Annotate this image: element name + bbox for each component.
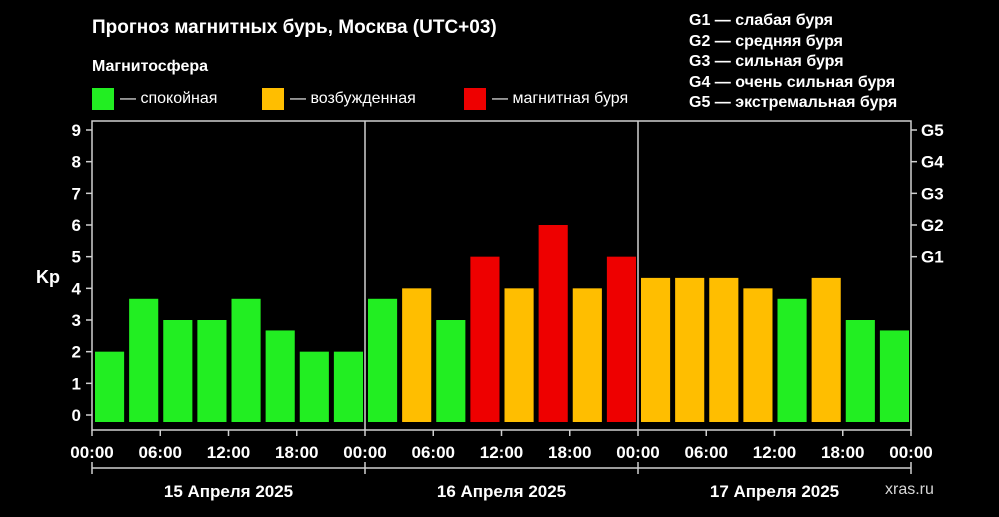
kp-bar xyxy=(811,277,841,422)
y-tick-label: 3 xyxy=(72,311,81,330)
x-tick-label: 18:00 xyxy=(821,443,864,462)
kp-bar xyxy=(129,298,159,422)
g-level-label: G1 xyxy=(921,248,944,267)
g-level-label: G3 xyxy=(921,184,944,203)
legend-item-excited: — возбужденная xyxy=(262,88,416,110)
kp-bar xyxy=(572,288,602,422)
kp-bar xyxy=(641,277,671,422)
kp-bar xyxy=(470,256,500,422)
y-tick-label: 5 xyxy=(72,248,81,267)
x-tick-label: 12:00 xyxy=(207,443,250,462)
legend-item-quiet: — спокойная xyxy=(92,88,217,110)
day-label: 15 Апреля 2025 xyxy=(164,482,293,501)
legend-swatch-quiet xyxy=(92,88,114,110)
g-scale-item: G2 — средняя буря xyxy=(689,32,843,50)
kp-bar xyxy=(709,277,739,422)
y-tick-label: 6 xyxy=(72,216,81,235)
y-tick-label: 9 xyxy=(72,121,81,140)
day-label: 16 Апреля 2025 xyxy=(437,482,566,501)
y-tick-label: 0 xyxy=(72,406,81,425)
g-scale-item: G3 — сильная буря xyxy=(689,53,844,70)
kp-bar xyxy=(197,320,227,422)
x-tick-label: 12:00 xyxy=(480,443,523,462)
x-tick-label: 18:00 xyxy=(275,443,318,462)
kp-bar xyxy=(538,225,568,422)
g-scale-item: G4 — очень сильная буря xyxy=(689,73,896,91)
y-axis-label: Kp xyxy=(36,267,60,287)
g-scale-legend: G1 — слабая буря G2 — средняя буря G3 — … xyxy=(689,11,897,114)
day-label: 17 Апреля 2025 xyxy=(710,482,839,501)
legend-swatch-storm xyxy=(464,88,486,110)
y-tick-label: 1 xyxy=(72,374,81,393)
kp-bar xyxy=(504,288,534,422)
g-level-label: G4 xyxy=(921,153,944,172)
x-tick-label: 06:00 xyxy=(685,443,728,462)
x-tick-label: 12:00 xyxy=(753,443,796,462)
kp-bar xyxy=(606,256,636,422)
legend-label-excited: — возбужденная xyxy=(290,90,416,107)
kp-bar xyxy=(95,351,125,422)
kp-bar xyxy=(333,351,363,422)
g-scale-item: G1 — слабая буря xyxy=(689,12,834,29)
g-level-label: G5 xyxy=(921,121,944,140)
g-level-label: G2 xyxy=(921,216,944,235)
x-tick-label: 00:00 xyxy=(70,443,113,462)
y-tick-label: 2 xyxy=(72,343,81,362)
kp-bar xyxy=(777,298,807,422)
x-tick-label: 00:00 xyxy=(889,443,932,462)
kp-bar xyxy=(879,330,909,422)
kp-bar xyxy=(231,298,261,422)
x-tick-label: 06:00 xyxy=(139,443,182,462)
kp-bar xyxy=(163,320,193,422)
legend-heading: Магнитосфера xyxy=(92,58,209,75)
y-tick-label: 8 xyxy=(72,153,81,172)
x-tick-label: 00:00 xyxy=(343,443,386,462)
y-tick-label: 4 xyxy=(72,279,82,298)
kp-bar xyxy=(402,288,432,422)
legend-label-storm: — магнитная буря xyxy=(492,90,629,107)
kp-bar xyxy=(845,320,875,422)
x-tick-label: 00:00 xyxy=(616,443,659,462)
g-scale-item: G5 — экстремальная буря xyxy=(689,94,898,111)
kp-bar xyxy=(743,288,773,422)
x-tick-label: 06:00 xyxy=(412,443,455,462)
y-tick-label: 7 xyxy=(72,184,81,203)
kp-bar xyxy=(265,330,295,422)
source-watermark: xras.ru xyxy=(885,481,934,498)
legend-item-storm: — магнитная буря xyxy=(464,88,628,110)
kp-bar xyxy=(436,320,466,422)
legend-label-quiet: — спокойная xyxy=(120,90,218,107)
x-tick-label: 18:00 xyxy=(548,443,591,462)
kp-bar xyxy=(368,298,398,422)
chart-title: Прогноз магнитных бурь, Москва (UTC+03) xyxy=(92,17,497,38)
kp-bar xyxy=(299,351,329,422)
legend-swatch-excited xyxy=(262,88,284,110)
kp-bar xyxy=(675,277,705,422)
